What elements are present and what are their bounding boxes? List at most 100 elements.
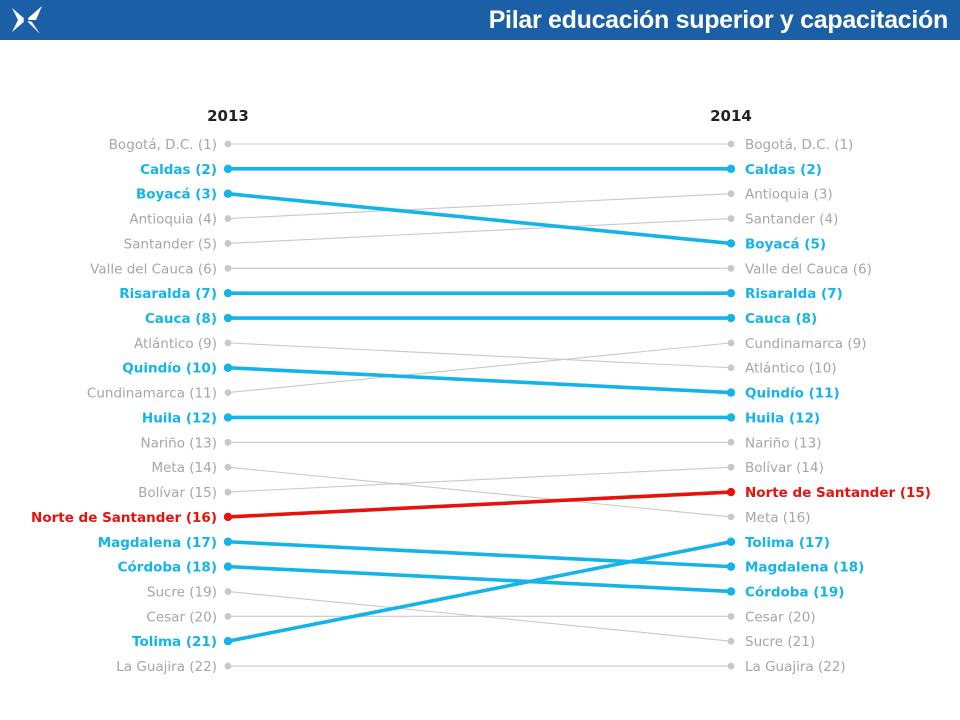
slope-dot-left-caldas [223,164,233,174]
rank-label-left-bogota-d-c: Bogotá, D.C. (1) [109,137,217,153]
slope-dot-left-cordoba [223,562,233,571]
slope-dot-left-quindio [223,363,233,372]
slope-dot-left-tolima [223,637,233,646]
slope-dot-left-norte-de-santander [223,512,233,522]
slope-dot-left-magdalena [223,537,233,546]
slope-line-magdalena [227,539,732,569]
rank-label-right-magdalena: Magdalena (18) [745,560,864,576]
slope-dot-left-sucre [224,588,232,595]
rank-label-right-quindio: Quindío (11) [745,386,840,402]
rank-label-right-norte-de-santander: Norte de Santander (15) [745,485,931,501]
rank-label-right-antioquia: Antioquia (3) [745,187,833,203]
slope-dot-right-santander [727,215,735,222]
slope-dot-right-tolima [726,537,736,546]
slope-line-quindio [227,365,732,395]
rank-label-left-norte-de-santander: Norte de Santander (16) [31,510,217,526]
slope-line-boyaca [227,191,732,246]
slope-dot-right-caldas [726,164,736,174]
rank-label-left-caldas: Caldas (2) [140,162,217,178]
slope-dots [223,140,736,670]
rank-label-right-huila: Huila (12) [745,410,820,426]
slope-dot-left-santander [224,240,232,247]
rank-label-left-cauca: Cauca (8) [145,311,217,327]
slope-dot-right-atlantico [727,364,735,372]
slope-dot-left-valle-del-cauca [224,264,232,272]
slope-dot-right-la-guajira [727,662,735,670]
slope-dot-right-huila [726,413,736,422]
slope-line-atlantico [227,342,732,369]
star-burst-logo-icon [12,6,42,34]
rank-label-left-risaralda: Risaralda (7) [119,286,217,302]
slope-dot-right-magdalena [726,562,736,571]
rank-label-left-narino: Nariño (13) [141,435,218,451]
rank-label-left-magdalena: Magdalena (17) [98,535,217,551]
rank-label-left-meta: Meta (14) [151,460,217,476]
slope-dot-left-cesar [224,612,232,620]
rank-label-right-atlantico: Atlántico (10) [745,361,837,377]
rank-label-left-valle-del-cauca: Valle del Cauca (6) [90,261,217,277]
slope-line-tolima [227,539,732,643]
slope-dot-left-antioquia [224,215,232,222]
slope-dot-right-sucre [727,637,735,645]
rank-label-left-quindio: Quindío (10) [122,361,217,377]
slope-line-cordoba [227,564,732,594]
slope-dot-right-valle-del-cauca [727,264,735,272]
rank-label-left-atlantico: Atlántico (9) [134,336,217,352]
slope-line-norte-de-santander [227,490,732,519]
slope-dot-right-cundinamarca [727,339,735,347]
rank-label-right-cesar: Cesar (20) [745,609,816,625]
slope-dot-left-meta [224,463,232,471]
rank-label-left-cundinamarca: Cundinamarca (11) [87,386,217,402]
slope-dot-right-bolivar [727,463,735,471]
rank-label-right-tolima: Tolima (17) [745,535,830,551]
rank-label-left-antioquia: Antioquia (4) [129,212,217,228]
slope-dot-left-cundinamarca [224,389,232,396]
header-bar: Pilar educación superior y capacitación [0,0,960,40]
slope-dot-right-bogota-d-c [727,140,735,148]
rank-label-left-tolima: Tolima (21) [132,634,217,650]
rank-label-right-boyaca: Boyacá (5) [745,236,826,252]
rank-label-right-narino: Nariño (13) [745,435,822,451]
slope-dot-right-quindio [726,388,736,397]
rank-label-left-boyaca: Boyacá (3) [136,187,217,203]
slope-line-antioquia [227,193,732,220]
slope-dot-right-risaralda [726,288,736,298]
rank-label-right-la-guajira: La Guajira (22) [745,659,846,675]
rank-label-right-cauca: Cauca (8) [745,311,817,327]
rank-label-right-cordoba: Córdoba (19) [745,584,844,600]
slope-dot-right-cordoba [726,587,736,596]
rank-label-left-santander: Santander (5) [124,236,217,252]
slope-lines [227,143,732,667]
rank-label-left-bolivar: Bolívar (15) [138,485,217,501]
rank-label-right-valle-del-cauca: Valle del Cauca (6) [745,261,872,277]
slope-line-cundinamarca [227,342,732,394]
slope-dot-left-cauca [223,313,233,323]
rank-label-right-risaralda: Risaralda (7) [745,286,843,302]
rank-label-left-huila: Huila (12) [142,410,217,426]
slope-dot-right-cesar [727,612,735,620]
slope-line-bolivar [227,466,732,493]
slope-dot-right-antioquia [727,190,735,198]
rank-label-left-sucre: Sucre (19) [147,584,217,600]
slope-dot-right-meta [727,513,735,521]
slope-dot-left-bolivar [224,488,232,496]
rank-label-left-cordoba: Córdoba (18) [118,560,217,576]
slope-dot-left-huila [223,413,233,422]
slope-dot-left-narino [224,438,232,446]
page-title: Pilar educación superior y capacitación [488,6,949,34]
slope-dot-left-risaralda [223,288,233,298]
rank-label-right-sucre: Sucre (21) [745,634,815,650]
slope-dot-right-boyaca [726,239,736,248]
rank-label-right-caldas: Caldas (2) [745,162,822,178]
period-label-right: 2014 [710,107,752,125]
rank-label-right-bolivar: Bolívar (14) [745,460,824,476]
period-label-left: 2013 [207,107,249,125]
slope-dot-right-narino [727,438,735,446]
slope-dot-right-norte-de-santander [726,487,736,497]
rank-label-right-santander: Santander (4) [745,212,838,228]
slope-dot-left-boyaca [223,189,233,198]
slope-line-santander [227,218,732,244]
rank-label-right-bogota-d-c: Bogotá, D.C. (1) [745,137,853,153]
